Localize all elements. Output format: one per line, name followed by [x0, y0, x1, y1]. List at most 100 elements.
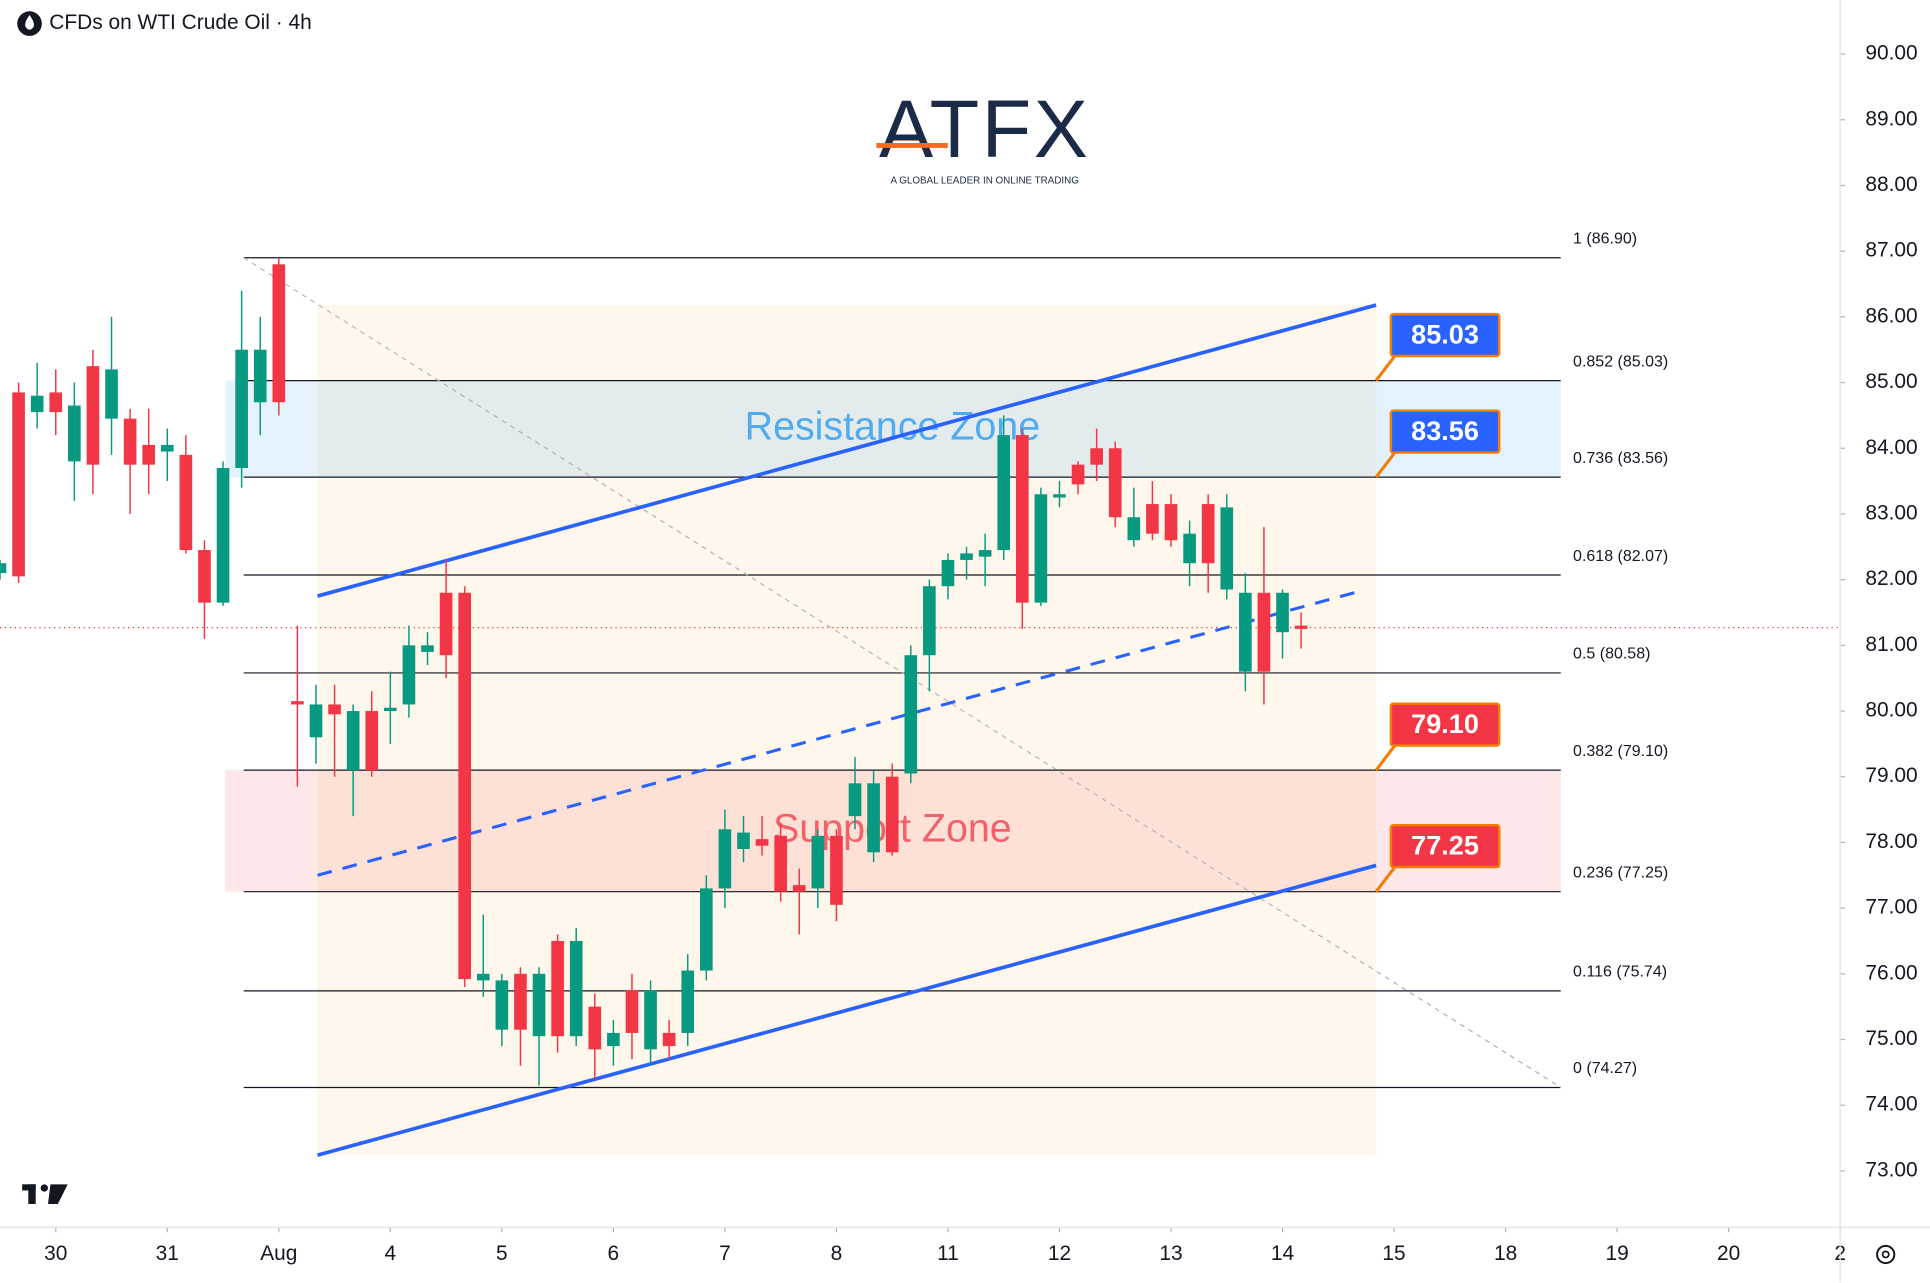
tv-logo	[22, 1184, 68, 1205]
candle-body	[848, 783, 862, 817]
logo: ATFX	[879, 84, 1090, 175]
candle-body	[272, 264, 286, 403]
candle-body	[588, 1006, 602, 1050]
candle-body	[346, 711, 360, 771]
y-tick-label: 90.00	[1865, 42, 1917, 65]
fib-label: 0.116 (75.74)	[1573, 964, 1667, 981]
y-tick-label: 89.00	[1865, 107, 1917, 130]
candle-body	[1276, 592, 1289, 633]
candle-body	[1220, 507, 1234, 590]
title-bg	[4, 7, 340, 40]
candle-body	[198, 550, 211, 603]
candle-body	[718, 829, 732, 889]
candle-body	[904, 655, 918, 774]
candle-body	[644, 990, 657, 1050]
candle-body	[885, 776, 899, 853]
x-tick-label: 19	[1605, 1242, 1628, 1265]
tv-logo-part	[40, 1184, 49, 1192]
logo-accent	[876, 142, 948, 148]
candle-body	[811, 835, 825, 889]
candle-body	[1257, 592, 1271, 672]
candle-body	[402, 645, 416, 705]
callout-box	[1389, 702, 1501, 747]
callout-connector	[1374, 450, 1398, 479]
candle-body	[1183, 533, 1196, 564]
tv-logo-part	[28, 1184, 36, 1205]
tv-logo-part	[48, 1184, 68, 1205]
channel-upper	[317, 303, 1377, 598]
callout-box	[1389, 823, 1501, 869]
x-tick-label: Aug	[260, 1242, 297, 1265]
candle-body	[1201, 504, 1215, 564]
candle-body	[12, 392, 25, 577]
settings-gear[interactable]	[1876, 1244, 1896, 1265]
candle-body	[1127, 517, 1141, 541]
candle-body	[458, 592, 472, 980]
y-tick-label: 84.00	[1865, 436, 1917, 459]
candle-body	[1034, 494, 1048, 603]
callout-label: 83.56	[1411, 415, 1479, 446]
x-tick-label: 14	[1271, 1242, 1295, 1265]
x-tick-label: 6	[608, 1242, 620, 1265]
x-tick-label: 31	[156, 1242, 179, 1265]
candle-body	[291, 701, 304, 705]
candle-body	[1090, 448, 1103, 465]
candle-body	[365, 711, 379, 771]
candle-body	[142, 444, 156, 465]
x-tick-label: 5	[496, 1242, 508, 1265]
chart-title: CFDs on WTI Crude Oil · 4h	[49, 11, 312, 34]
symbol-drop	[25, 14, 34, 30]
candle-body	[235, 349, 248, 468]
fib-label: 0.852 (85.03)	[1573, 353, 1668, 370]
candle-body	[551, 940, 564, 1037]
callout-label: 79.10	[1411, 708, 1479, 739]
candle-body	[439, 592, 453, 656]
candle-body	[179, 454, 193, 551]
candle-body	[681, 970, 695, 1033]
x-tick-label: 18	[1494, 1242, 1517, 1265]
candle-body	[384, 707, 397, 712]
candle-body	[532, 973, 546, 1037]
candle-body	[997, 435, 1011, 551]
candle-body	[216, 467, 230, 603]
callout-label: 85.03	[1411, 318, 1479, 349]
callout-connector	[1374, 743, 1398, 772]
fib-trend-line	[243, 257, 1562, 1088]
candle-body	[923, 586, 936, 656]
candle-body	[1294, 625, 1308, 629]
x-tick-label: 12	[1048, 1242, 1071, 1265]
candle-body	[960, 553, 973, 560]
y-tick-label: 77.00	[1865, 896, 1917, 919]
candle-body	[30, 395, 44, 413]
channel-lower	[317, 863, 1377, 1157]
settings-icon[interactable]	[1876, 1244, 1896, 1265]
x-tick-label: 13	[1159, 1242, 1182, 1265]
y-tick-label: 86.00	[1865, 304, 1917, 327]
y-tick-label: 85.00	[1865, 370, 1917, 393]
y-tick-label: 88.00	[1865, 173, 1917, 196]
candle-body	[774, 835, 787, 892]
x-tick-label: 7	[719, 1242, 731, 1265]
callout-connector	[1374, 353, 1398, 382]
callout-label: 77.25	[1411, 830, 1479, 861]
callout-connector	[1374, 864, 1398, 893]
candle-body	[86, 366, 100, 465]
zone	[225, 380, 1561, 478]
y-tick-label: 81.00	[1865, 633, 1917, 656]
candle-body	[607, 1032, 620, 1047]
y-tick-label: 73.00	[1865, 1158, 1917, 1181]
plot-layer: 73.00 74.00 75.00 76.00 77.00 78.00 79.00 80.00…	[0, 42, 1918, 1265]
settings-center[interactable]	[1881, 1250, 1890, 1259]
candle-body	[68, 405, 81, 462]
fib-label: 0 (74.27)	[1573, 1060, 1637, 1077]
y-tick-label: 83.00	[1865, 501, 1917, 524]
candle-body	[309, 704, 323, 738]
y-tick-label: 82.00	[1865, 567, 1917, 590]
fib-label: 1 (86.90)	[1573, 230, 1637, 247]
y-tick-label: 74.00	[1865, 1093, 1917, 1116]
logo-tagline: A GLOBAL LEADER IN ONLINE TRADING	[890, 176, 1078, 187]
x-tick-label: 11	[937, 1242, 959, 1265]
candle-body	[49, 392, 63, 413]
